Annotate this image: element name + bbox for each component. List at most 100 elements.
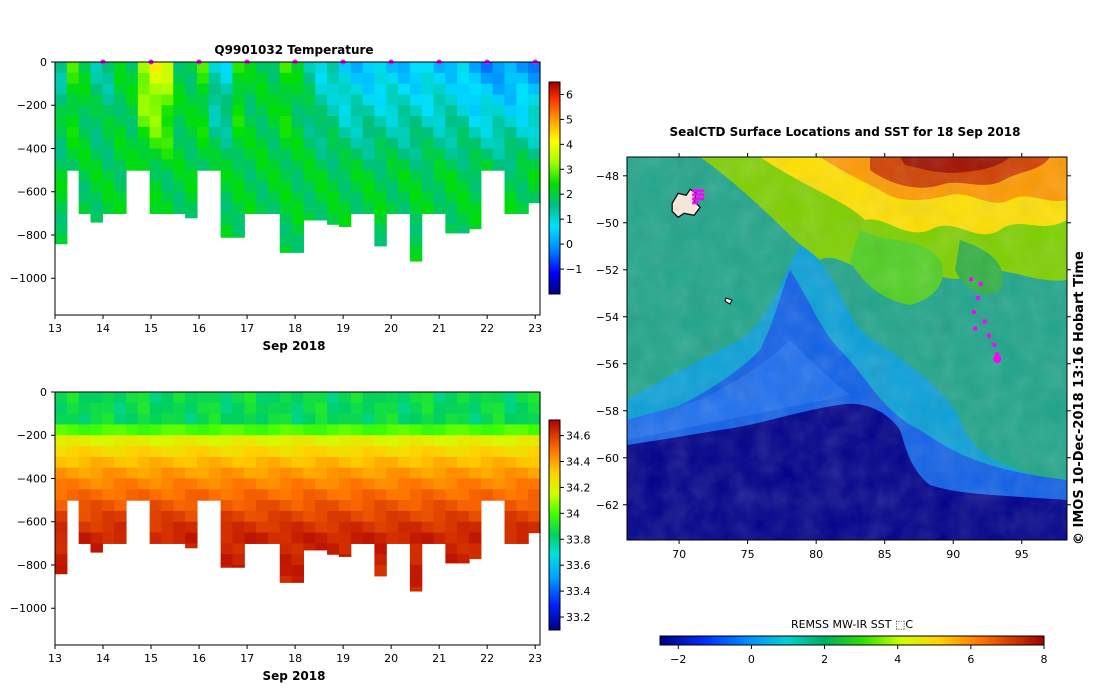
temperature-cell: [480, 126, 494, 139]
temperature-cell: [196, 116, 210, 128]
salinity-cell: [78, 435, 92, 447]
temperature-cell: [55, 83, 68, 96]
salinity-cell: [338, 413, 352, 426]
temperature-cell: [445, 159, 458, 171]
salinity-cell: [327, 543, 340, 555]
temperature-cell: [350, 105, 364, 117]
temperature-cell: [137, 148, 151, 160]
salinity-cell: [469, 435, 482, 447]
salinity-cell: [232, 467, 245, 480]
salinity-cell: [220, 413, 234, 426]
salinity-cell: [291, 424, 305, 436]
colorbar-tick-label: 34: [566, 507, 580, 520]
temperature-cell: [78, 83, 92, 96]
temperature-cell: [173, 94, 186, 106]
salinity-cell: [137, 478, 151, 490]
y-tick-label: −800: [17, 229, 47, 242]
salinity-cell: [398, 478, 411, 490]
temperature-cell: [421, 202, 435, 214]
temperature-cell: [386, 191, 399, 204]
salinity-cell: [374, 478, 387, 490]
salinity-cell: [220, 478, 234, 490]
salinity-cell: [374, 446, 387, 458]
temperature-cell: [220, 148, 234, 160]
salinity-cell: [421, 402, 435, 415]
salinity-cell: [137, 456, 151, 469]
salinity-cell: [173, 467, 186, 480]
salinity-cell: [398, 500, 411, 512]
salinity-cell: [445, 554, 458, 564]
temperature-cell: [315, 72, 328, 85]
temperature-cell: [78, 94, 92, 106]
temperature-cell: [220, 137, 234, 150]
temperature-cell: [185, 213, 198, 219]
temperature-cell: [161, 105, 174, 117]
temperature-cell: [445, 137, 458, 150]
temperature-cell: [398, 116, 411, 128]
temperature-cell: [445, 202, 458, 214]
temperature-cell: [350, 148, 364, 160]
temperature-cell: [149, 148, 163, 160]
salinity-cell: [208, 456, 222, 469]
salinity-cell: [256, 532, 269, 544]
colorbar-tick-label: 33.4: [566, 585, 591, 598]
salinity-cell: [279, 564, 293, 577]
temperature-cell: [303, 180, 316, 193]
salinity-cell: [338, 554, 352, 557]
salinity-cell: [173, 456, 186, 469]
salinity-cell: [362, 532, 375, 544]
salinity-cell: [421, 510, 435, 523]
salinity-cell: [55, 467, 68, 480]
temperature-cell: [125, 72, 139, 85]
salinity-cell: [78, 456, 92, 469]
temperature-cell: [291, 234, 305, 247]
salinity-cell: [386, 521, 399, 534]
salinity-cell: [492, 489, 506, 501]
salinity-cell: [457, 402, 470, 415]
salinity-cell: [244, 467, 257, 480]
salinity-colorbar-ticks: 34.6 34.4 34.2 34 33.8 33.6 33.4 33.2: [560, 430, 591, 624]
salinity-cell: [185, 446, 198, 458]
temperature-cell: [66, 126, 80, 139]
salinity-cell: [409, 456, 423, 469]
temperature-cell: [173, 72, 186, 85]
salinity-cell: [409, 554, 423, 566]
salinity-cell: [398, 424, 411, 436]
salinity-cell: [504, 446, 517, 458]
temperature-cell: [374, 159, 387, 171]
temperature-cell: [457, 137, 470, 150]
salinity-cell: [137, 435, 151, 447]
salinity-cell: [398, 392, 411, 404]
temperature-cell: [232, 94, 245, 106]
temperature-cell: [303, 148, 316, 160]
salinity-cell: [457, 424, 470, 436]
salinity-cell: [291, 467, 305, 480]
temperature-cell: [350, 126, 364, 139]
salinity-cell: [161, 521, 174, 534]
temperature-cell: [338, 94, 352, 106]
temperature-cell: [338, 105, 352, 117]
temperature-cell: [220, 180, 234, 193]
temperature-cell: [125, 62, 139, 74]
temperature-cell: [267, 191, 281, 204]
salinity-cell: [232, 402, 245, 415]
salinity-cell: [90, 543, 103, 553]
salinity-cell: [173, 500, 186, 512]
salinity-cell: [398, 456, 411, 469]
temperature-cell: [327, 170, 340, 182]
lon-tick-label: 90: [946, 548, 960, 561]
temperature-cell: [421, 83, 435, 96]
temperature-cell: [279, 224, 293, 236]
salinity-cell: [327, 435, 340, 447]
salinity-cell: [114, 510, 127, 523]
temperature-cell: [492, 105, 506, 117]
seal-location-marker: [986, 333, 991, 338]
temperature-cell: [374, 170, 387, 182]
temperature-cell: [125, 159, 139, 171]
salinity-cell: [327, 402, 340, 415]
sst-colorbar-tick-label: 4: [894, 653, 901, 666]
temperature-cell: [327, 180, 340, 193]
salinity-cell: [185, 392, 198, 404]
salinity-cell: [433, 467, 446, 480]
temperature-cell: [480, 72, 494, 85]
